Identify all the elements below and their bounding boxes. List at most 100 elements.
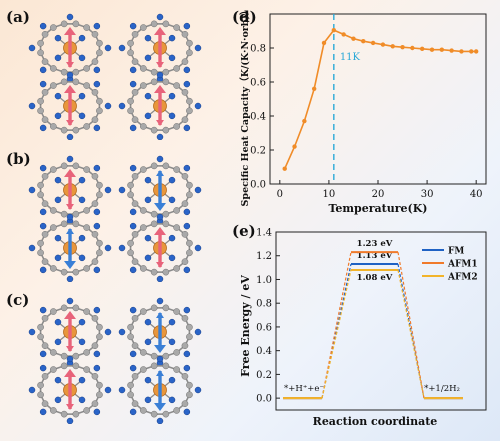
- carbon-atom: [49, 224, 57, 231]
- spin-arrow-tail: [66, 404, 74, 410]
- nitrogen-atom: [118, 102, 126, 110]
- spin-arrow-head: [64, 369, 76, 377]
- nitrogen-atom: [168, 176, 176, 184]
- carbon-atom: [72, 210, 80, 218]
- nitrogen-atom: [78, 176, 86, 184]
- nitrogen-atom: [66, 13, 74, 21]
- data-point: [419, 46, 425, 52]
- x-tick-label: 30: [421, 189, 434, 200]
- nitrogen-atom: [93, 80, 101, 88]
- carbon-atom: [37, 391, 44, 399]
- carbon-atom: [173, 207, 181, 214]
- nitrogen-atom: [129, 408, 137, 416]
- carbon-atom: [173, 82, 181, 89]
- carbon-atom: [127, 39, 134, 47]
- nitrogen-atom: [78, 196, 86, 204]
- carbon-atom: [60, 410, 68, 418]
- nitrogen-atom: [156, 71, 164, 79]
- carbon-atom: [91, 30, 99, 38]
- carbon-atom: [91, 200, 99, 208]
- carbon-atom: [72, 20, 80, 28]
- nitrogen-atom: [183, 66, 191, 74]
- nitrogen-atom: [39, 306, 47, 314]
- carbon-atom: [60, 352, 68, 360]
- carbon-atom: [91, 88, 99, 96]
- nitrogen-atom: [78, 112, 86, 120]
- carbon-atom: [131, 372, 139, 380]
- data-point: [390, 44, 395, 49]
- carbon-atom: [37, 49, 44, 57]
- nitrogen-atom: [66, 155, 74, 163]
- free-energy-chart: 0.00.20.40.60.81.01.21.4 1.13 eV1.23 eV1…: [239, 228, 487, 428]
- carbon-atom: [131, 258, 139, 266]
- nitrogen-atom: [183, 408, 191, 416]
- spin-arrow-head: [64, 169, 76, 177]
- carbon-atom: [131, 116, 139, 124]
- nitrogen-atom: [39, 124, 47, 132]
- panel-label-d: (d): [232, 8, 257, 26]
- spin-arrow-tail: [66, 204, 74, 210]
- data-point: [292, 144, 297, 149]
- panel-label-c: (c): [6, 291, 30, 309]
- nitrogen-atom: [93, 222, 101, 230]
- carbon-atom: [162, 20, 170, 28]
- nitrogen-atom: [129, 350, 137, 358]
- data-point: [282, 166, 287, 171]
- carbon-atom: [173, 224, 181, 231]
- carbon-atom: [139, 349, 147, 356]
- transition-connector: [321, 269, 352, 399]
- nitrogen-atom: [129, 164, 137, 172]
- carbon-atom: [186, 191, 193, 199]
- carbon-atom: [60, 68, 68, 76]
- carbon-atom: [83, 366, 91, 373]
- carbon-atom: [72, 220, 80, 228]
- free-energy-y-axis-label: Free Energy / eV: [239, 275, 252, 377]
- spin-arrow-head: [64, 27, 76, 35]
- data-point: [331, 27, 337, 33]
- heat-capacity-x-axis-label: Temperature(K): [328, 202, 427, 215]
- transition-connector: [397, 263, 425, 399]
- structure-panel-c: [28, 297, 202, 424]
- nitrogen-atom: [39, 364, 47, 372]
- spin-arrow-tail: [156, 170, 164, 176]
- nitrogen-atom: [104, 244, 112, 252]
- nitrogen-atom: [39, 164, 47, 172]
- carbon-atom: [72, 78, 80, 86]
- carbon-atom: [127, 49, 134, 57]
- carbon-atom: [162, 410, 170, 418]
- carbon-atom: [83, 207, 91, 214]
- transition-connector: [397, 269, 425, 399]
- carbon-atom: [127, 191, 134, 199]
- nitrogen-atom: [54, 338, 62, 346]
- nitrogen-atom: [54, 254, 62, 262]
- carbon-atom: [49, 24, 57, 31]
- carbon-atom: [83, 349, 91, 356]
- nitrogen-atom: [66, 71, 74, 79]
- nitrogen-atom: [118, 386, 126, 394]
- carbon-atom: [37, 323, 44, 331]
- nitrogen-atom: [39, 222, 47, 230]
- nitrogen-atom: [183, 350, 191, 358]
- plot-frame: [275, 231, 487, 411]
- carbon-atom: [83, 82, 91, 89]
- carbon-atom: [131, 30, 139, 38]
- carbon-atom: [173, 349, 181, 356]
- carbon-atom: [139, 82, 147, 89]
- nitrogen-atom: [144, 254, 152, 262]
- carbon-atom: [96, 249, 103, 257]
- carbon-atom: [173, 308, 181, 315]
- carbon-atom: [49, 207, 57, 214]
- carbon-atom: [173, 24, 181, 31]
- carbon-atom: [162, 126, 170, 134]
- carbon-atom: [186, 49, 193, 57]
- carbon-atom: [127, 249, 134, 257]
- carbon-atom: [186, 107, 193, 115]
- spin-arrow-head: [154, 403, 166, 411]
- nitrogen-atom: [54, 396, 62, 404]
- carbon-atom: [49, 349, 57, 356]
- spin-arrow-head: [64, 261, 76, 269]
- nitrogen-atom: [168, 54, 176, 62]
- nitrogen-atom: [156, 297, 164, 305]
- carbon-atom: [37, 333, 44, 341]
- nitrogen-atom: [93, 350, 101, 358]
